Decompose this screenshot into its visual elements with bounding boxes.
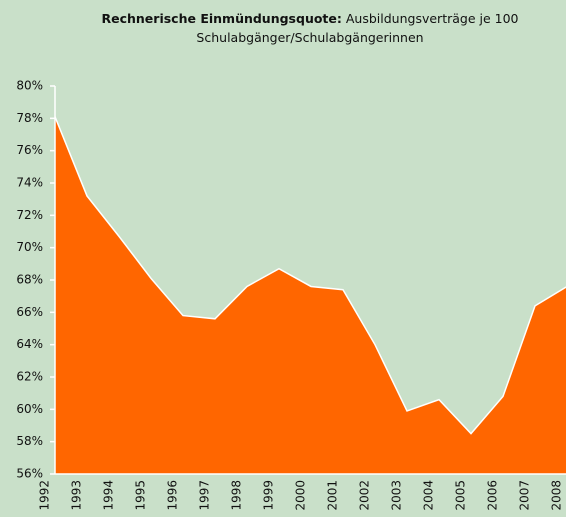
area-outline [54, 116, 566, 435]
x-tick-label: 2002 [358, 480, 372, 511]
x-tick-label: 1997 [198, 480, 212, 511]
y-tick-label: 56% [16, 467, 43, 481]
x-tick-label: 2000 [294, 480, 308, 511]
x-tick-label: 1996 [166, 480, 180, 511]
y-tick-label: 58% [16, 434, 43, 448]
x-tick-label: 2001 [326, 480, 340, 511]
x-tick-label: 1993 [70, 480, 84, 511]
y-tick-label: 60% [16, 402, 43, 416]
chart-title: Rechnerische Einmündungsquote: [101, 11, 342, 26]
x-tick-label: 1998 [230, 480, 244, 511]
x-tick-label: 2007 [518, 480, 532, 511]
x-tick-label: 2004 [422, 480, 436, 511]
y-tick-label: 76% [16, 143, 43, 157]
x-tick-label: 2005 [454, 480, 468, 511]
x-tick-label: 2006 [486, 480, 500, 511]
y-tick-label: 80% [16, 79, 43, 93]
x-tick-label: 2008 [550, 480, 564, 511]
y-tick-label: 70% [16, 240, 43, 254]
area [55, 116, 566, 474]
y-tick-label: 62% [16, 370, 43, 384]
chart-subtitle: Ausbildungsverträge je 100 Schulabgänger… [196, 11, 519, 45]
y-tick-label: 74% [16, 176, 43, 190]
x-tick-label: 1992 [38, 480, 52, 511]
y-tick-label: 64% [16, 337, 43, 351]
x-tick-label: 1994 [102, 480, 116, 511]
x-tick-label: 1999 [262, 480, 276, 511]
x-tick-label: 1995 [134, 480, 148, 511]
y-tick-label: 68% [16, 273, 43, 287]
y-tick-label: 72% [16, 208, 43, 222]
title-block: Rechnerische Einmündungsquote: Ausbildun… [100, 9, 520, 47]
x-tick-label: 2003 [390, 480, 404, 511]
y-tick-label: 78% [16, 111, 43, 125]
y-tick-label: 66% [16, 305, 43, 319]
